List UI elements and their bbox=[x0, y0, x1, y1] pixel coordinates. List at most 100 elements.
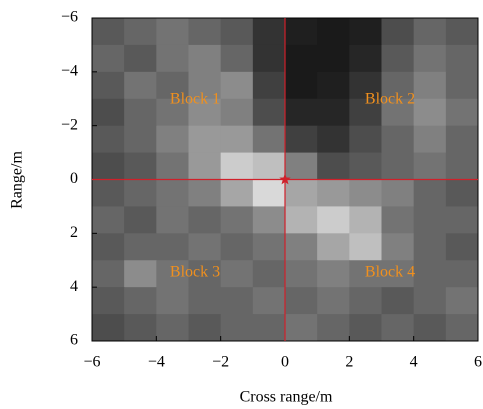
heatmap-cell bbox=[381, 71, 415, 100]
center-marker bbox=[279, 173, 291, 185]
heatmap-cell bbox=[349, 71, 382, 100]
y-tick-label: 2 bbox=[70, 224, 78, 241]
heatmap-cell bbox=[445, 152, 479, 180]
x-tick-label: 0 bbox=[281, 354, 289, 371]
heatmap-cell bbox=[413, 314, 447, 342]
heatmap-cell bbox=[156, 233, 189, 261]
heatmap-cell bbox=[124, 44, 157, 73]
heatmap-cell bbox=[445, 179, 479, 207]
heatmap-cell bbox=[252, 206, 286, 234]
block-label: Block 1 bbox=[170, 91, 220, 108]
heatmap-cell bbox=[124, 233, 157, 261]
heatmap-cell bbox=[220, 206, 254, 234]
heatmap-cell bbox=[188, 287, 222, 315]
heatmap-cell bbox=[285, 125, 318, 154]
heatmap-cell bbox=[285, 152, 318, 180]
heatmap-cell bbox=[220, 71, 254, 100]
heatmap-cell bbox=[317, 18, 350, 46]
heatmap-cell bbox=[220, 18, 254, 46]
y-tick-label: −6 bbox=[61, 9, 78, 26]
heatmap-cell bbox=[124, 314, 157, 342]
heatmap-cell bbox=[188, 314, 222, 342]
heatmap-cell bbox=[317, 44, 350, 73]
heatmap-cell bbox=[252, 152, 286, 180]
heatmap-cell bbox=[381, 179, 415, 207]
heatmap-cell bbox=[188, 233, 222, 261]
x-tick-label: 4 bbox=[410, 354, 418, 371]
heatmap-cell bbox=[220, 260, 254, 288]
heatmap-cell bbox=[92, 206, 125, 234]
heatmap-cell bbox=[188, 260, 222, 288]
heatmap-cell bbox=[381, 125, 415, 154]
heatmap-cell bbox=[349, 314, 382, 342]
heatmap-cell bbox=[252, 314, 286, 342]
heatmap-cell bbox=[413, 179, 447, 207]
heatmap-cell bbox=[413, 233, 447, 261]
heatmap-cell bbox=[92, 287, 125, 315]
heatmap-cell bbox=[188, 125, 222, 154]
heatmap-cell bbox=[413, 287, 447, 315]
y-tick-label: −2 bbox=[61, 116, 78, 133]
heatmap-cell bbox=[349, 152, 382, 180]
heatmap-cell bbox=[92, 179, 125, 207]
heatmap-cell bbox=[124, 206, 157, 234]
heatmap-cell bbox=[445, 314, 479, 342]
y-tick-label: 0 bbox=[70, 170, 78, 187]
x-tick-label: −6 bbox=[83, 354, 100, 371]
heatmap-cell bbox=[285, 98, 318, 127]
heatmap-cell bbox=[92, 152, 125, 180]
heatmap-cell bbox=[220, 314, 254, 342]
heatmap-cell bbox=[349, 125, 382, 154]
heatmap-cell bbox=[156, 287, 189, 315]
heatmap-cell bbox=[445, 44, 479, 73]
heatmap-cell bbox=[92, 71, 125, 100]
heatmap-cell bbox=[124, 71, 157, 100]
heatmap-cell bbox=[124, 125, 157, 154]
heatmap-cell bbox=[317, 206, 350, 234]
heatmap-cell bbox=[413, 71, 447, 100]
heatmap-cell bbox=[252, 18, 286, 46]
heatmap-cell bbox=[349, 260, 382, 288]
heatmap-cell bbox=[92, 44, 125, 73]
heatmap-cell bbox=[252, 125, 286, 154]
heatmap-cell bbox=[156, 125, 189, 154]
heatmap-cell bbox=[220, 44, 254, 73]
heatmap-cell bbox=[252, 98, 286, 127]
heatmap-cell bbox=[252, 44, 286, 73]
heatmap-cell bbox=[252, 179, 286, 207]
heatmap-cell bbox=[285, 18, 318, 46]
x-tick-label: −2 bbox=[212, 354, 229, 371]
heatmap-cell bbox=[285, 179, 318, 207]
heatmap-cell bbox=[124, 287, 157, 315]
heatmap-cell bbox=[445, 260, 479, 288]
heatmap-cell bbox=[285, 44, 318, 73]
x-tick-label: 6 bbox=[474, 354, 482, 371]
heatmap-cell bbox=[381, 287, 415, 315]
heatmap-cell bbox=[381, 44, 415, 73]
heatmap-cell bbox=[156, 314, 189, 342]
heatmap-cell bbox=[445, 206, 479, 234]
heatmap-cell bbox=[381, 260, 415, 288]
heatmap-cell bbox=[317, 98, 350, 127]
heatmap-cell bbox=[188, 152, 222, 180]
heatmap-cell bbox=[317, 260, 350, 288]
heatmap-cell bbox=[220, 152, 254, 180]
heatmap-cell bbox=[156, 18, 189, 46]
heatmap-cell bbox=[413, 206, 447, 234]
heatmap-cell bbox=[156, 71, 189, 100]
heatmap-cell bbox=[92, 18, 125, 46]
heatmap-cell bbox=[156, 152, 189, 180]
x-tick-label: 2 bbox=[345, 354, 353, 371]
block-label: Block 4 bbox=[365, 264, 415, 281]
heatmap-cell bbox=[124, 98, 157, 127]
heatmap-cell bbox=[220, 125, 254, 154]
heatmap-cell bbox=[92, 125, 125, 154]
heatmap-cell bbox=[220, 233, 254, 261]
heatmap-cell bbox=[156, 179, 189, 207]
heatmap-cell bbox=[381, 152, 415, 180]
heatmap-cell bbox=[349, 287, 382, 315]
heatmap-cell bbox=[413, 152, 447, 180]
y-tick-label: −4 bbox=[61, 63, 78, 80]
block-label: Block 3 bbox=[170, 264, 220, 281]
heatmap-cell bbox=[381, 98, 415, 127]
